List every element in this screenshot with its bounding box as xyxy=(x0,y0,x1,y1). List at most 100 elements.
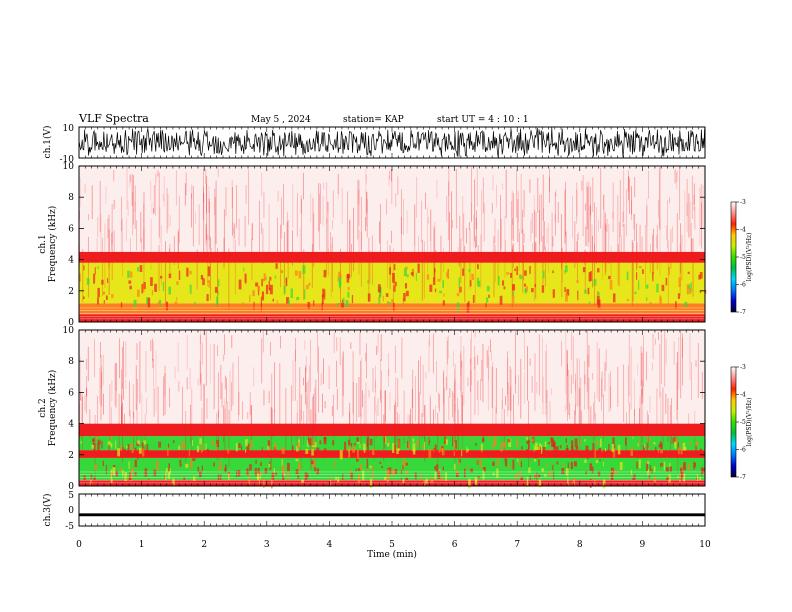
spectrum-speckle xyxy=(440,445,442,452)
spectrum-streak xyxy=(409,408,411,436)
spectrum-streak xyxy=(320,183,321,224)
spectrum-streak xyxy=(121,382,123,436)
spectrum-speckle xyxy=(208,280,210,288)
spectrum-speckle xyxy=(174,301,178,306)
spectrum-speckle xyxy=(311,445,315,448)
spectrum-streak xyxy=(424,405,425,452)
spectrum-streak xyxy=(129,410,131,438)
spectrum-speckle xyxy=(127,444,130,454)
spectrum-speckle xyxy=(150,277,153,287)
spectrum-speckle xyxy=(531,288,534,293)
spectrum-speckle xyxy=(302,265,306,274)
spectrum-streak xyxy=(588,377,590,437)
spectrum-speckle xyxy=(503,286,506,290)
spectrum-speckle xyxy=(660,449,663,454)
spectrum-streak xyxy=(115,362,117,408)
spectrum-streak xyxy=(280,335,281,349)
spectrum-streak xyxy=(680,332,682,399)
spectrum-streak xyxy=(190,404,191,444)
spectrum-speckle xyxy=(542,270,545,279)
spectrum-streak xyxy=(303,411,305,445)
spectrum-streak xyxy=(476,210,477,247)
spectrum-streak xyxy=(206,175,208,241)
spectrum-speckle xyxy=(551,437,554,447)
spectrum-streak xyxy=(198,204,200,246)
spectrum-speckle xyxy=(516,438,519,446)
spectrum-speckle xyxy=(353,443,356,446)
spectrum-speckle xyxy=(410,272,414,276)
spectrum-speckle xyxy=(402,459,406,468)
spectrum-speckle xyxy=(94,464,98,471)
spectrum-band-red xyxy=(79,423,705,437)
spectrum-streak xyxy=(371,235,373,286)
spectrum-streak xyxy=(587,186,589,247)
spectrum-speckle xyxy=(699,271,703,279)
spectrum-streak xyxy=(524,331,526,370)
spectrum-streak xyxy=(100,214,102,257)
spectrum-streak xyxy=(152,338,153,361)
spectrum-speckle xyxy=(436,464,439,472)
spectrum-speckle xyxy=(486,286,490,292)
spectrum-streak xyxy=(311,243,313,288)
spectrum-streak xyxy=(463,345,465,406)
spectrum-speckle xyxy=(213,462,215,467)
spectrum-streak xyxy=(365,174,367,184)
spectrum-streak xyxy=(261,172,263,197)
spectrum-speckle xyxy=(312,460,316,468)
spectrum-streak xyxy=(594,392,596,420)
spectrum-speckle xyxy=(377,284,381,293)
spectrum-streak xyxy=(676,362,678,421)
spectrum-speckle xyxy=(341,302,344,308)
spectrum-speckle xyxy=(632,477,634,485)
spectrum-streak xyxy=(218,372,219,418)
spectrum-streak xyxy=(584,249,586,265)
x-tick-label: 8 xyxy=(577,540,583,550)
spectrum-speckle xyxy=(167,472,170,479)
spectrum-speckle xyxy=(217,474,220,482)
spectrum-speckle xyxy=(350,472,353,480)
spectrum-speckle xyxy=(130,443,133,449)
spectrum-streak xyxy=(86,387,88,397)
spectrum-speckle xyxy=(434,466,436,470)
spectrum-streak xyxy=(552,236,554,247)
spectrum-speckle xyxy=(382,295,384,302)
ch1-spectrogram-image xyxy=(79,166,707,322)
spectrum-streak xyxy=(539,194,540,245)
spectrum-speckle xyxy=(538,474,541,478)
spectrum-speckle xyxy=(362,443,366,450)
spectrum-speckle xyxy=(534,473,536,478)
spectrum-speckle xyxy=(94,267,96,275)
spectrum-speckle xyxy=(425,478,428,484)
spectrum-speckle xyxy=(455,469,459,476)
spectrum-streak xyxy=(518,228,520,271)
x-tick-label: 7 xyxy=(514,540,520,550)
spectrum-speckle xyxy=(655,447,657,455)
spectrum-streak xyxy=(554,192,556,236)
spectrum-streak xyxy=(514,331,516,394)
spectrum-streak xyxy=(605,224,607,272)
spectrum-speckle xyxy=(647,469,650,476)
spectrum-streak xyxy=(452,390,453,418)
spectrum-streak xyxy=(482,177,484,214)
spectrum-speckle xyxy=(456,292,460,297)
spectrum-speckle xyxy=(304,472,308,481)
spectrum-speckle xyxy=(509,464,511,470)
spectrum-speckle xyxy=(281,270,283,273)
spectrum-streak xyxy=(628,175,630,201)
spectrum-streak xyxy=(362,390,363,408)
spectrum-speckle xyxy=(103,300,105,304)
spectrum-streak xyxy=(360,232,362,287)
spectrum-streak xyxy=(263,389,265,406)
spectrum-streak xyxy=(217,167,219,178)
spectrum-streak xyxy=(110,233,112,252)
spectrum-speckle xyxy=(611,449,615,452)
spectrum-streak xyxy=(308,365,310,424)
time-axis-label: Time (min) xyxy=(367,549,417,560)
spectrum-speckle xyxy=(597,471,601,476)
spectrum-streak xyxy=(315,413,317,470)
spectrum-streak xyxy=(458,409,459,465)
spectrum-streak xyxy=(192,186,194,247)
spectrum-streak xyxy=(251,223,253,258)
spectrum-streak xyxy=(186,377,188,390)
spectrum-speckle xyxy=(110,443,113,448)
